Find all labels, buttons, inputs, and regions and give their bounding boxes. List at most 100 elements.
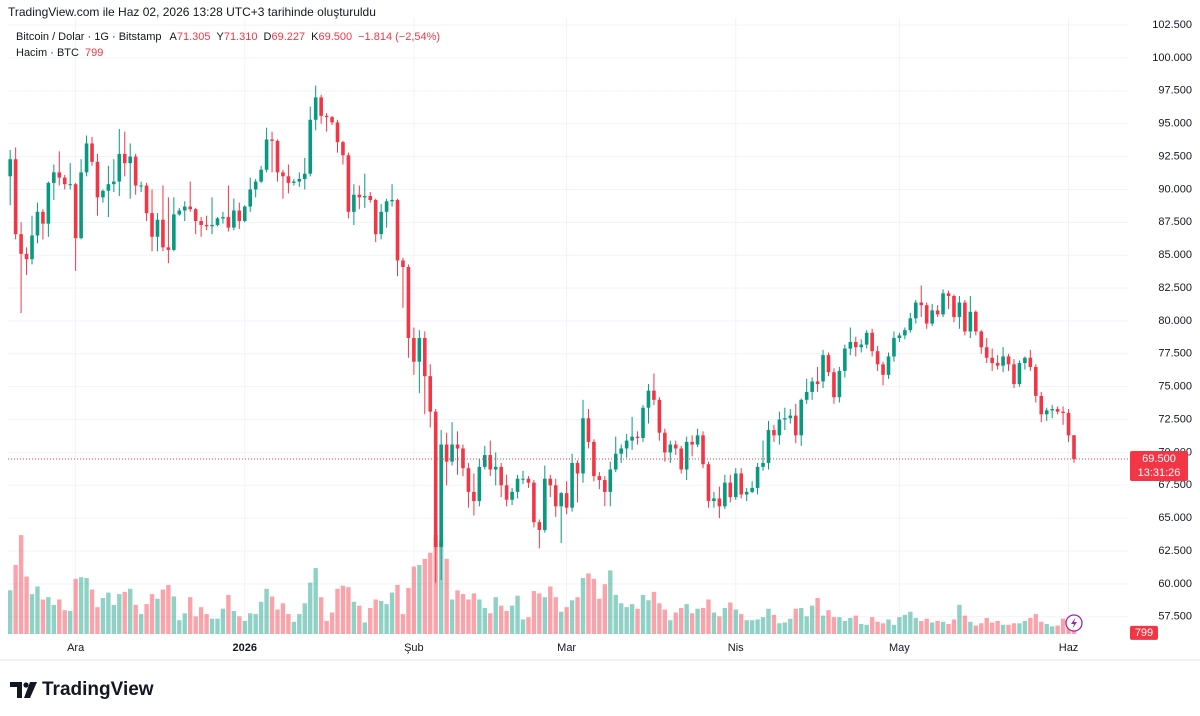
candle-body xyxy=(1061,411,1065,413)
candle-body xyxy=(548,478,553,486)
volume-bar xyxy=(1022,620,1028,634)
volume-bar xyxy=(264,588,269,634)
candle-body xyxy=(41,211,45,224)
axes: 57.50060.00062.50065.00067.50070.00072.5… xyxy=(8,19,1192,654)
candle-body xyxy=(379,211,383,235)
candle-body xyxy=(1034,366,1038,396)
candle-body xyxy=(875,351,880,365)
candle-body xyxy=(603,480,607,492)
volume-bar xyxy=(673,612,678,634)
last-price-box xyxy=(1130,450,1188,481)
candle-body xyxy=(619,448,623,454)
candle-body xyxy=(695,435,700,445)
ohlc-value: 69.227 xyxy=(271,31,305,43)
ohlc-label: A xyxy=(170,31,178,43)
volume-bar xyxy=(1000,624,1006,634)
volume-bar xyxy=(269,596,275,634)
volume-bar xyxy=(84,578,89,634)
candle-body xyxy=(837,370,842,398)
volume-bar xyxy=(8,590,13,634)
candle-body xyxy=(412,338,416,362)
candle-body xyxy=(690,441,694,445)
candle-body xyxy=(952,295,956,317)
candle-body xyxy=(881,364,885,375)
candle-body xyxy=(886,356,891,375)
volume-bar xyxy=(929,622,935,634)
ohlc-value: 71.305 xyxy=(177,31,211,43)
volume-bar xyxy=(848,617,853,634)
candle-body xyxy=(128,156,133,164)
symbol: Bitcoin / Dolar · 1G · Bitstamp xyxy=(16,31,162,43)
ohlc-label: Y xyxy=(217,31,225,43)
volume-bar xyxy=(629,604,635,634)
volume-bar xyxy=(422,558,427,634)
volume-bar xyxy=(133,604,138,634)
candle-body xyxy=(575,462,580,474)
candle-body xyxy=(526,478,531,483)
x-tick-label: 2026 xyxy=(233,642,257,654)
candle-body xyxy=(510,491,514,500)
candle-body xyxy=(286,176,291,183)
volume-bar xyxy=(111,604,117,634)
volume-bar xyxy=(1060,618,1066,634)
logo[interactable]: TradingView xyxy=(10,679,154,700)
candle-body xyxy=(204,224,209,227)
candle-body xyxy=(843,348,847,371)
volume-bar xyxy=(329,612,335,634)
candle-body xyxy=(908,318,913,331)
volume-bar xyxy=(842,620,848,634)
grid xyxy=(8,18,1128,634)
volume-bar xyxy=(580,578,586,634)
ohlc-label: K xyxy=(311,31,319,43)
volume-bar xyxy=(935,620,940,634)
candle-body xyxy=(564,493,569,508)
volume-bar xyxy=(40,599,46,634)
volume-bar xyxy=(466,599,471,634)
candle-body xyxy=(232,210,236,228)
candle-body xyxy=(13,159,18,235)
candle-body xyxy=(101,190,105,198)
volume-bar xyxy=(78,577,84,634)
candle-body xyxy=(657,399,662,433)
logo-text: TradingView xyxy=(42,679,154,700)
candle-body xyxy=(172,214,176,250)
volume-bar xyxy=(635,608,640,634)
candle-body xyxy=(766,430,771,463)
volume-bar xyxy=(902,614,908,634)
volume-bar xyxy=(417,565,422,634)
y-tick-label: 67.500 xyxy=(1158,479,1192,491)
candle-body xyxy=(477,466,482,502)
candle-body xyxy=(330,117,334,123)
volume-bar xyxy=(411,566,417,634)
candle-body xyxy=(221,217,225,219)
candle-body xyxy=(1023,357,1027,364)
candle-body xyxy=(1001,356,1005,366)
volume-bar xyxy=(1028,617,1033,634)
volume-bar xyxy=(220,608,226,634)
volume-bar xyxy=(378,601,384,634)
volume-bar xyxy=(57,599,62,634)
alert-icon[interactable] xyxy=(1065,614,1083,632)
legend-line: Bitcoin / Dolar · 1G · Bitstamp A71.305 Y7… xyxy=(16,31,440,43)
volume-bar xyxy=(171,596,177,634)
volume-bar xyxy=(455,590,460,634)
volume-bar xyxy=(744,620,749,634)
volume-bar xyxy=(248,613,253,634)
volume-bar xyxy=(575,597,580,634)
volume-bar xyxy=(886,619,891,634)
candle-body xyxy=(663,432,667,453)
volume-bar xyxy=(128,588,133,634)
volume-bar xyxy=(46,597,51,634)
candle-body xyxy=(226,217,231,228)
volume-bar xyxy=(957,604,962,634)
volume-bar xyxy=(706,599,711,634)
candle-body xyxy=(717,498,722,507)
candle-body xyxy=(679,448,684,470)
candle-body xyxy=(684,441,689,470)
y-tick-label: 65.000 xyxy=(1158,512,1192,524)
volume-bar xyxy=(35,586,40,634)
volume-bar xyxy=(657,603,662,634)
candle-body xyxy=(193,209,198,222)
volume-bar xyxy=(100,597,106,634)
volume-bar xyxy=(258,601,264,634)
